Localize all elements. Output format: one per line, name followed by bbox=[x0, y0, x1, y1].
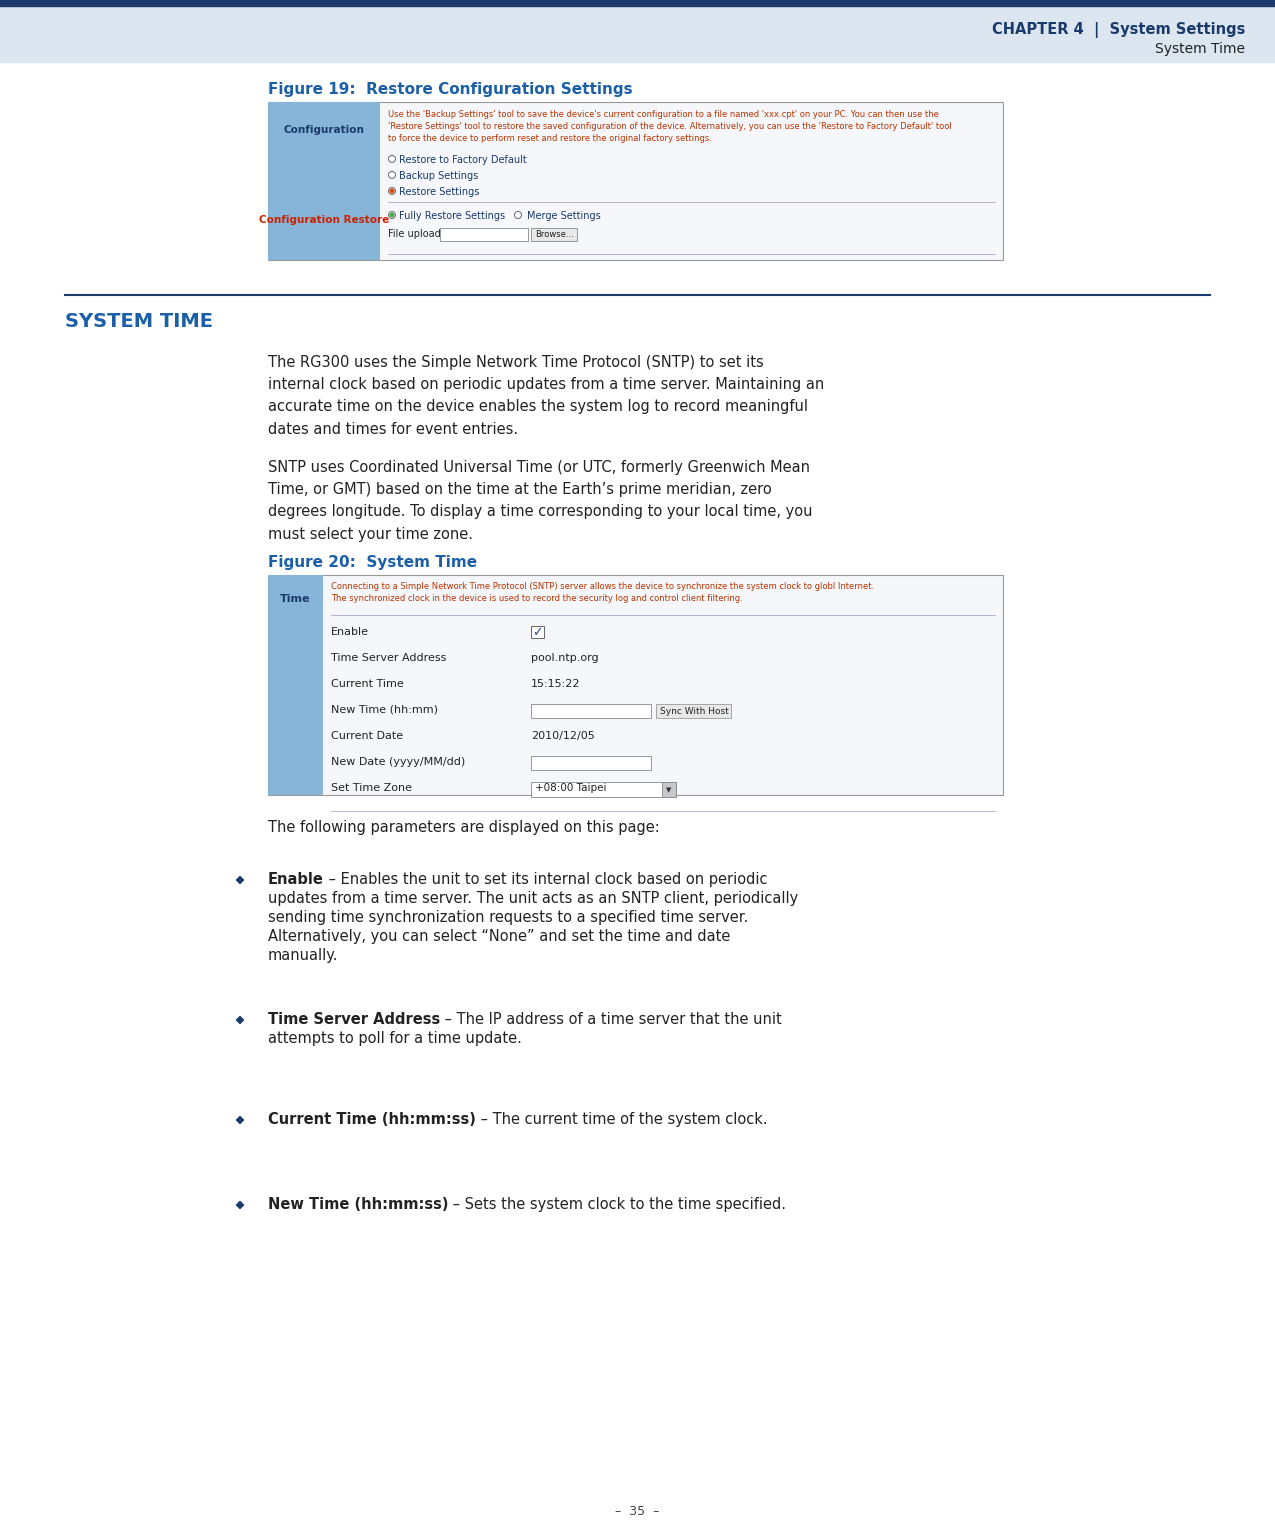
Text: Time Server Address: Time Server Address bbox=[268, 1013, 440, 1026]
Text: SYSTEM TIME: SYSTEM TIME bbox=[65, 313, 213, 331]
Bar bbox=[268, 103, 380, 260]
Text: +08:00 Taipei: +08:00 Taipei bbox=[536, 783, 607, 794]
Text: New Time (hh:mm): New Time (hh:mm) bbox=[332, 705, 439, 715]
Text: Configuration Restore: Configuration Restore bbox=[259, 214, 389, 225]
Circle shape bbox=[389, 187, 395, 195]
Text: File upload: File upload bbox=[388, 228, 441, 239]
Polygon shape bbox=[236, 1117, 244, 1123]
Text: Current Time (hh:mm:ss): Current Time (hh:mm:ss) bbox=[268, 1112, 476, 1128]
Text: ▼: ▼ bbox=[667, 787, 672, 794]
Text: New Time (hh:mm:ss): New Time (hh:mm:ss) bbox=[268, 1196, 449, 1212]
Text: – The current time of the system clock.: – The current time of the system clock. bbox=[476, 1112, 768, 1128]
Text: Set Time Zone: Set Time Zone bbox=[332, 783, 412, 794]
Bar bbox=[530, 228, 578, 241]
Text: Restore Settings: Restore Settings bbox=[399, 187, 479, 198]
Bar bbox=[530, 781, 676, 797]
Text: New Date (yyyy/MM/dd): New Date (yyyy/MM/dd) bbox=[332, 757, 465, 768]
Text: Browse...: Browse... bbox=[534, 230, 574, 239]
Text: Configuration: Configuration bbox=[283, 126, 365, 135]
Text: Connecting to a Simple Network Time Protocol (SNTP) server allows the device to : Connecting to a Simple Network Time Prot… bbox=[332, 582, 875, 604]
Bar bbox=[440, 228, 528, 241]
Bar bbox=[268, 574, 323, 795]
Text: The following parameters are displayed on this page:: The following parameters are displayed o… bbox=[268, 820, 659, 835]
Text: 2010/12/05: 2010/12/05 bbox=[530, 731, 594, 741]
Text: Figure 20:  System Time: Figure 20: System Time bbox=[268, 555, 477, 570]
Text: Fully Restore Settings: Fully Restore Settings bbox=[399, 211, 505, 221]
Text: – Enables the unit to set its internal clock based on periodic: – Enables the unit to set its internal c… bbox=[324, 872, 768, 887]
Text: attempts to poll for a time update.: attempts to poll for a time update. bbox=[268, 1031, 521, 1046]
Text: Merge Settings: Merge Settings bbox=[527, 211, 601, 221]
Text: Enable: Enable bbox=[268, 872, 324, 887]
Text: SNTP uses Coordinated Universal Time (or UTC, formerly Greenwich Mean
Time, or G: SNTP uses Coordinated Universal Time (or… bbox=[268, 460, 812, 542]
Bar bbox=[268, 574, 1003, 795]
Polygon shape bbox=[236, 1201, 244, 1209]
Text: Enable: Enable bbox=[332, 627, 368, 637]
Text: Current Time: Current Time bbox=[332, 679, 404, 689]
Text: sending time synchronization requests to a specified time server.: sending time synchronization requests to… bbox=[268, 910, 748, 925]
Text: 15:15:22: 15:15:22 bbox=[530, 679, 580, 689]
Text: Time Server Address: Time Server Address bbox=[332, 653, 446, 663]
Text: Alternatively, you can select “None” and set the time and date: Alternatively, you can select “None” and… bbox=[268, 928, 731, 944]
Text: Restore to Factory Default: Restore to Factory Default bbox=[399, 155, 527, 165]
Text: ✓: ✓ bbox=[532, 627, 542, 639]
Bar bbox=[530, 705, 652, 719]
Bar bbox=[530, 627, 544, 637]
Text: Sync With Host: Sync With Host bbox=[659, 706, 728, 715]
Bar bbox=[530, 755, 652, 771]
Circle shape bbox=[515, 211, 521, 219]
Text: pool.ntp.org: pool.ntp.org bbox=[530, 653, 599, 663]
Text: updates from a time server. The unit acts as an SNTP client, periodically: updates from a time server. The unit act… bbox=[268, 892, 798, 905]
Text: –  35  –: – 35 – bbox=[616, 1504, 659, 1518]
Circle shape bbox=[389, 156, 395, 162]
Text: System Time: System Time bbox=[1155, 41, 1244, 57]
Bar bbox=[0, 0, 1275, 6]
Text: manually.: manually. bbox=[268, 948, 338, 964]
Circle shape bbox=[389, 172, 395, 179]
Circle shape bbox=[390, 213, 394, 218]
Bar bbox=[0, 6, 1275, 61]
Polygon shape bbox=[236, 876, 244, 884]
Circle shape bbox=[390, 188, 394, 193]
Text: Time: Time bbox=[280, 594, 311, 604]
Text: Figure 19:  Restore Configuration Settings: Figure 19: Restore Configuration Setting… bbox=[268, 83, 632, 97]
Bar bbox=[662, 781, 676, 797]
Text: Current Date: Current Date bbox=[332, 731, 403, 741]
Text: Backup Settings: Backup Settings bbox=[399, 172, 478, 181]
Text: CHAPTER 4  |  System Settings: CHAPTER 4 | System Settings bbox=[992, 21, 1244, 38]
Text: The RG300 uses the Simple Network Time Protocol (SNTP) to set its
internal clock: The RG300 uses the Simple Network Time P… bbox=[268, 355, 824, 437]
Bar bbox=[268, 103, 1003, 260]
Polygon shape bbox=[236, 1017, 244, 1023]
Text: Use the 'Backup Settings' tool to save the device's current configuration to a f: Use the 'Backup Settings' tool to save t… bbox=[388, 110, 951, 144]
Text: – The IP address of a time server that the unit: – The IP address of a time server that t… bbox=[440, 1013, 782, 1026]
Circle shape bbox=[389, 211, 395, 219]
Text: – Sets the system clock to the time specified.: – Sets the system clock to the time spec… bbox=[449, 1196, 787, 1212]
Bar bbox=[657, 705, 731, 719]
